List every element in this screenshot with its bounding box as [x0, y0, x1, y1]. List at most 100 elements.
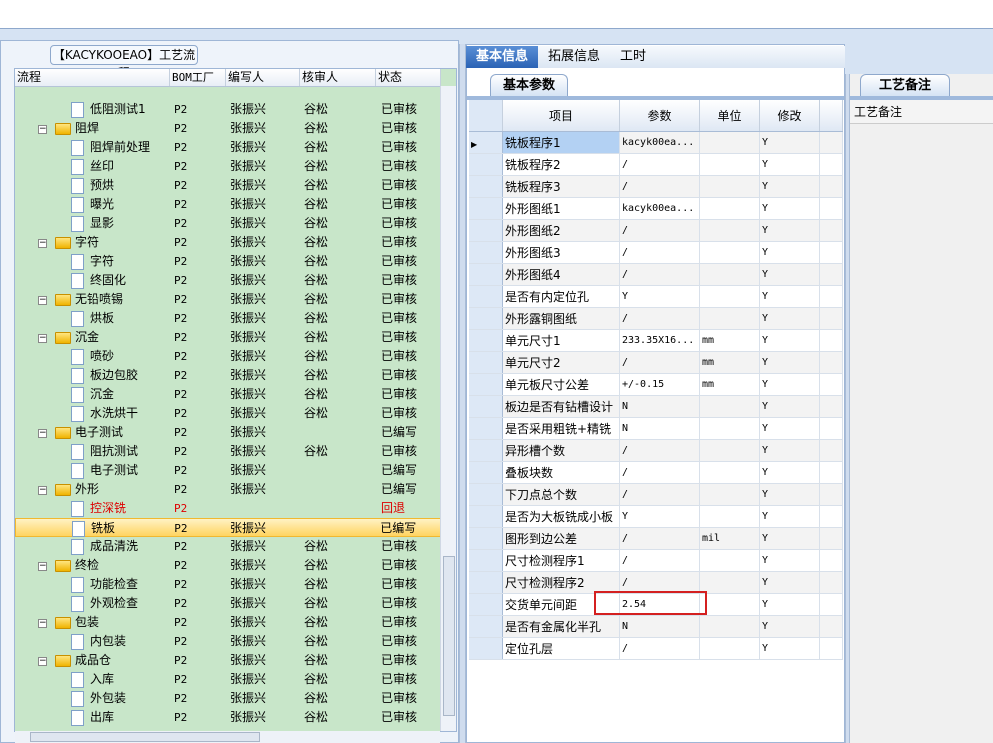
unit-cell[interactable]	[700, 418, 760, 439]
modify-cell[interactable]: Y	[760, 528, 820, 549]
modify-cell[interactable]: Y	[760, 154, 820, 175]
modify-cell[interactable]: Y	[760, 462, 820, 483]
modify-cell[interactable]: Y	[760, 286, 820, 307]
grid-row[interactable]: ▶ 铣板程序1 kacyk00ea... Y	[469, 132, 843, 154]
unit-cell[interactable]	[700, 176, 760, 197]
row-header[interactable]	[469, 484, 503, 505]
col-flow[interactable]: 流程	[15, 69, 170, 86]
item-cell[interactable]: 铣板程序3	[503, 176, 620, 197]
collapse-icon[interactable]: −	[38, 295, 47, 305]
grid-row[interactable]: 单元板尺寸公差 +/-0.15 mm Y	[469, 374, 843, 396]
col-status[interactable]: 状态	[376, 69, 441, 86]
grid-row[interactable]: 外形露铜图纸 / Y	[469, 308, 843, 330]
param-cell[interactable]: /	[620, 352, 700, 373]
grid-row[interactable]: 叠板块数 / Y	[469, 462, 843, 484]
grid-row[interactable]: 下刀点总个数 / Y	[469, 484, 843, 506]
collapse-icon[interactable]: −	[38, 656, 47, 666]
param-cell[interactable]: Y	[620, 506, 700, 527]
param-cell[interactable]: /	[620, 176, 700, 197]
modify-cell[interactable]: Y	[760, 616, 820, 637]
item-cell[interactable]: 外形露铜图纸	[503, 308, 620, 329]
grid-row[interactable]: 异形槽个数 / Y	[469, 440, 843, 462]
collapse-icon[interactable]: −	[38, 618, 47, 628]
unit-cell[interactable]	[700, 220, 760, 241]
tree-row[interactable]: − 包装 P2 张振兴 谷松 已审核	[15, 613, 441, 632]
param-cell[interactable]: kacyk00ea...	[620, 198, 700, 219]
item-cell[interactable]: 铣板程序1	[503, 132, 620, 153]
col-writer[interactable]: 编写人	[226, 69, 300, 86]
item-cell[interactable]: 外形图纸4	[503, 264, 620, 285]
tree-row[interactable]: 水洗烘干 P2 张振兴 谷松 已审核	[15, 404, 441, 423]
grid-row[interactable]: 外形图纸4/ Y	[469, 264, 843, 286]
tree-row[interactable]: − 外形 P2 张振兴 已编写	[15, 480, 441, 499]
item-cell[interactable]: 下刀点总个数	[503, 484, 620, 505]
tree-row[interactable]: 丝印 P2 张振兴 谷松 已审核	[15, 157, 441, 176]
unit-cell[interactable]	[700, 572, 760, 593]
param-cell[interactable]: /	[620, 220, 700, 241]
grid-row[interactable]: 铣板程序2/ Y	[469, 154, 843, 176]
tree-row[interactable]: 烘板 P2 张振兴 谷松 已审核	[15, 309, 441, 328]
tree-row[interactable]: 字符 P2 张振兴 谷松 已审核	[15, 252, 441, 271]
tree-row[interactable]: 入库 P2 张振兴 谷松 已审核	[15, 670, 441, 689]
item-cell[interactable]: 是否采用粗铣+精铣	[503, 418, 620, 439]
tree-row[interactable]: 显影 P2 张振兴 谷松 已审核	[15, 214, 441, 233]
tree-row[interactable]: − 无铅喷锡 P2 张振兴 谷松 已审核	[15, 290, 441, 309]
unit-cell[interactable]	[700, 396, 760, 417]
collapse-icon[interactable]: −	[38, 238, 47, 248]
unit-cell[interactable]	[700, 154, 760, 175]
col-param[interactable]: 参数	[620, 100, 700, 131]
modify-cell[interactable]: Y	[760, 484, 820, 505]
tree-row[interactable]: − 成品仓 P2 张振兴 谷松 已审核	[15, 651, 441, 670]
hscroll-thumb[interactable]	[30, 732, 260, 742]
param-cell[interactable]: 2.54	[620, 594, 700, 615]
row-header[interactable]	[469, 374, 503, 395]
grid-row[interactable]: 外形图纸2/ Y	[469, 220, 843, 242]
unit-cell[interactable]	[700, 638, 760, 659]
row-header[interactable]	[469, 198, 503, 219]
unit-cell[interactable]: mm	[700, 374, 760, 395]
row-header[interactable]	[469, 154, 503, 175]
grid-row[interactable]: 单元尺寸2/mm Y	[469, 352, 843, 374]
item-cell[interactable]: 定位孔层	[503, 638, 620, 659]
unit-cell[interactable]: mil	[700, 528, 760, 549]
param-cell[interactable]: /	[620, 242, 700, 263]
unit-cell[interactable]	[700, 484, 760, 505]
param-cell[interactable]: /	[620, 440, 700, 461]
tree-row[interactable]: 阻抗测试 P2 张振兴 谷松 已审核	[15, 442, 441, 461]
row-header[interactable]	[469, 352, 503, 373]
grid-row[interactable]: 是否为大板铣成小板 Y Y	[469, 506, 843, 528]
row-header[interactable]	[469, 330, 503, 351]
tree-row[interactable]: 低阻测试1 P2 张振兴 谷松 已审核	[15, 100, 441, 119]
grid-row[interactable]: 是否有内定位孔 Y Y	[469, 286, 843, 308]
param-cell[interactable]: /	[620, 462, 700, 483]
grid-row[interactable]: 外形图纸1 kacyk00ea... Y	[469, 198, 843, 220]
left-splitter[interactable]	[459, 44, 466, 743]
row-header[interactable]	[469, 572, 503, 593]
unit-cell[interactable]	[700, 462, 760, 483]
item-cell[interactable]: 是否为大板铣成小板	[503, 506, 620, 527]
unit-cell[interactable]	[700, 440, 760, 461]
unit-cell[interactable]: mm	[700, 330, 760, 351]
item-cell[interactable]: 外形图纸2	[503, 220, 620, 241]
collapse-icon[interactable]: −	[38, 428, 47, 438]
tree-row[interactable]: 外包装 P2 张振兴 谷松 已审核	[15, 689, 441, 708]
item-cell[interactable]: 是否有内定位孔	[503, 286, 620, 307]
item-cell[interactable]: 单元尺寸1	[503, 330, 620, 351]
row-header[interactable]	[469, 286, 503, 307]
modify-cell[interactable]: Y	[760, 418, 820, 439]
tree-horizontal-scrollbar[interactable]	[15, 731, 440, 743]
param-cell[interactable]: Y	[620, 286, 700, 307]
item-cell[interactable]: 外形图纸3	[503, 242, 620, 263]
grid-row[interactable]: 定位孔层 / Y	[469, 638, 843, 660]
unit-cell[interactable]	[700, 132, 760, 153]
tree-row[interactable]: 内包装 P2 张振兴 谷松 已审核	[15, 632, 441, 651]
tree-row[interactable]: − 沉金 P2 张振兴 谷松 已审核	[15, 328, 441, 347]
item-cell[interactable]: 是否有金属化半孔	[503, 616, 620, 637]
modify-cell[interactable]: Y	[760, 396, 820, 417]
unit-cell[interactable]	[700, 594, 760, 615]
modify-cell[interactable]: Y	[760, 374, 820, 395]
unit-cell[interactable]	[700, 286, 760, 307]
grid-row[interactable]: 单元尺寸1 233.35X16... mm Y	[469, 330, 843, 352]
tree-vertical-scrollbar[interactable]	[440, 86, 456, 731]
item-cell[interactable]: 异形槽个数	[503, 440, 620, 461]
